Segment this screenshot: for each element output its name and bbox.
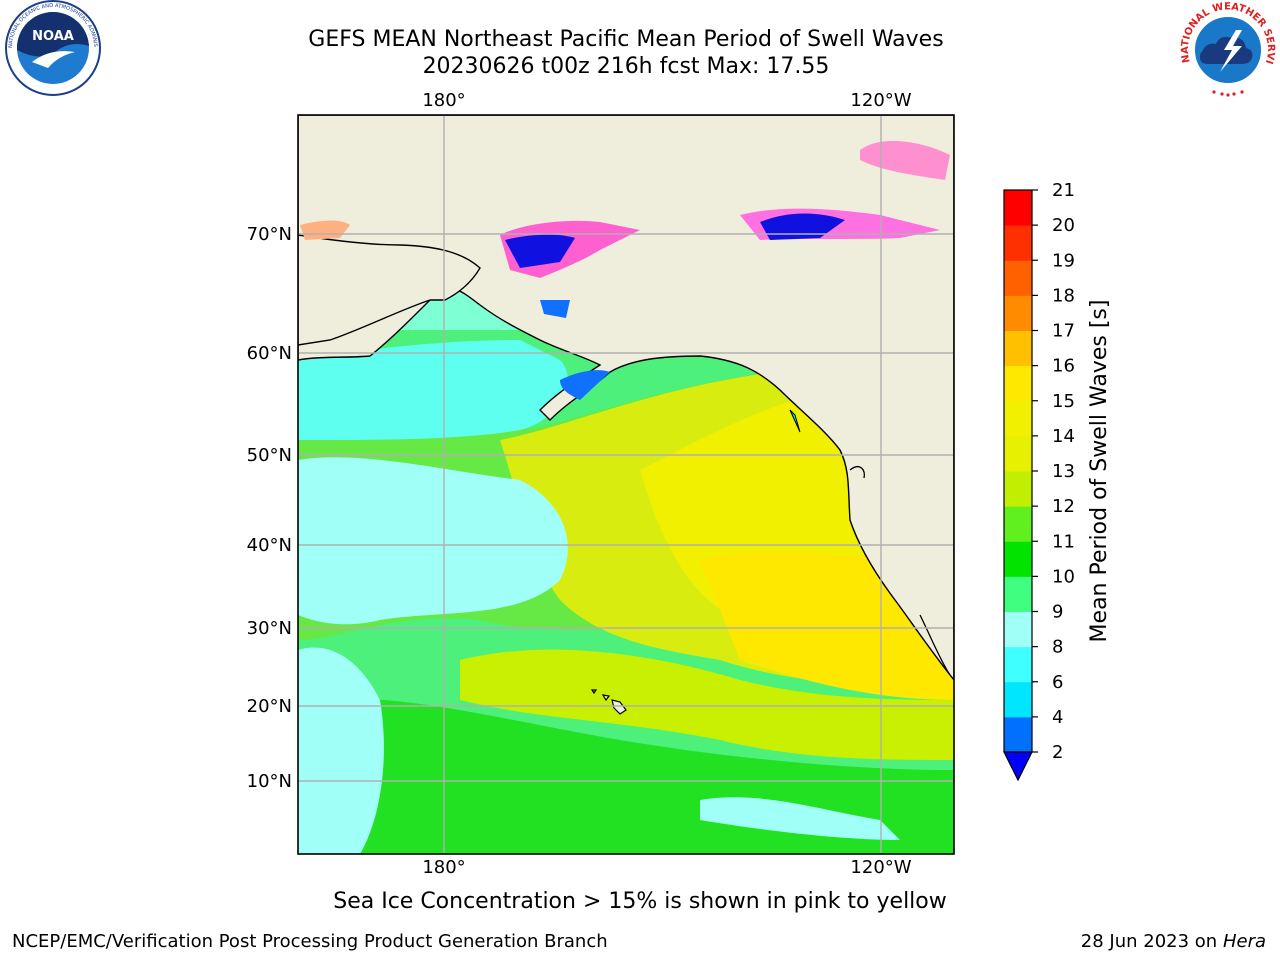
- colorbar-label: Mean Period of Swell Waves [s]: [1087, 300, 1112, 643]
- footer-credit: NCEP/EMC/Verification Post Processing Pr…: [12, 931, 608, 952]
- colorbar-swatch: [1004, 400, 1032, 437]
- colorbar-tick-label: 8: [1052, 637, 1063, 658]
- colorbar-tick-label: 15: [1052, 391, 1075, 412]
- colorbar-swatch: [1004, 611, 1032, 648]
- page-subtitle: 20230626 t00z 216h fcst Max: 17.55: [422, 54, 830, 79]
- colorbar-tick-label: 10: [1052, 566, 1075, 587]
- colorbar-swatch: [1004, 190, 1032, 226]
- colorbar-swatch: [1004, 365, 1032, 402]
- lon-label-bottom: 120°W: [850, 857, 911, 878]
- footer-date: 28 Jun 2023 on Hera: [1081, 931, 1266, 952]
- colorbar-swatch: [1004, 646, 1032, 683]
- colorbar-tick-label: 16: [1052, 356, 1075, 377]
- colorbar-swatch: [1004, 541, 1032, 577]
- page-title: GEFS MEAN Northeast Pacific Mean Period …: [308, 27, 944, 52]
- lon-label-bottom: 180°: [422, 857, 465, 878]
- colorbar-tick-label: 19: [1052, 250, 1075, 271]
- colorbar-tick-label: 17: [1052, 321, 1075, 342]
- colorbar-tick-label: 21: [1052, 180, 1075, 201]
- lon-label-top: 180°: [422, 90, 465, 111]
- footer-host: Hera: [1222, 931, 1266, 952]
- colorbar-tick-label: 6: [1052, 672, 1063, 693]
- colorbar-tick-label: 14: [1052, 426, 1075, 447]
- lat-label: 30°N: [247, 618, 292, 639]
- colorbar-tick-label: 9: [1052, 602, 1063, 623]
- noaa-text: NOAA: [32, 29, 74, 44]
- footer-date-text: 28 Jun 2023 on: [1080, 931, 1218, 952]
- colorbar-tick-label: 2: [1052, 742, 1063, 763]
- colorbar-swatch: [1004, 225, 1032, 261]
- colorbar-tick-label: 13: [1052, 461, 1075, 482]
- colorbar-swatch: [1004, 260, 1032, 296]
- colorbar-swatch: [1004, 295, 1032, 331]
- colorbar-swatch: [1004, 471, 1032, 507]
- colorbar-swatch: [1004, 330, 1032, 367]
- lon-label-top: 120°W: [850, 90, 911, 111]
- colorbar-tick-label: 11: [1052, 531, 1075, 552]
- lat-label: 60°N: [247, 343, 292, 364]
- sea-ice-note: Sea Ice Concentration > 15% is shown in …: [333, 889, 947, 914]
- star-icon: [1212, 90, 1244, 97]
- lat-label: 10°N: [247, 771, 292, 792]
- lat-label: 70°N: [247, 224, 292, 245]
- lat-label: 40°N: [247, 535, 292, 556]
- colorbar-tick-label: 12: [1052, 496, 1075, 517]
- colorbar-tick-label: 4: [1052, 707, 1063, 728]
- map-frame: [297, 114, 955, 855]
- colorbar-swatch: [1004, 576, 1032, 612]
- colorbar-swatch: [1004, 681, 1032, 718]
- colorbar-tick-label: 20: [1052, 215, 1075, 236]
- colorbar-tick-label: 18: [1052, 285, 1075, 306]
- lat-label: 50°N: [247, 445, 292, 466]
- colorbar-swatch: [1004, 506, 1032, 542]
- colorbar-swatch: [1004, 716, 1032, 753]
- nws-logo: NATIONAL WEATHER SERVICE: [1176, 0, 1276, 98]
- colorbar-extend-triangle: [1003, 751, 1033, 782]
- noaa-logo: NOAA NATIONAL OCEANIC AND ATMOSPHERIC AD…: [0, 0, 101, 96]
- graticule: [298, 115, 954, 854]
- lat-label: 20°N: [247, 696, 292, 717]
- colorbar-swatch: [1004, 435, 1032, 472]
